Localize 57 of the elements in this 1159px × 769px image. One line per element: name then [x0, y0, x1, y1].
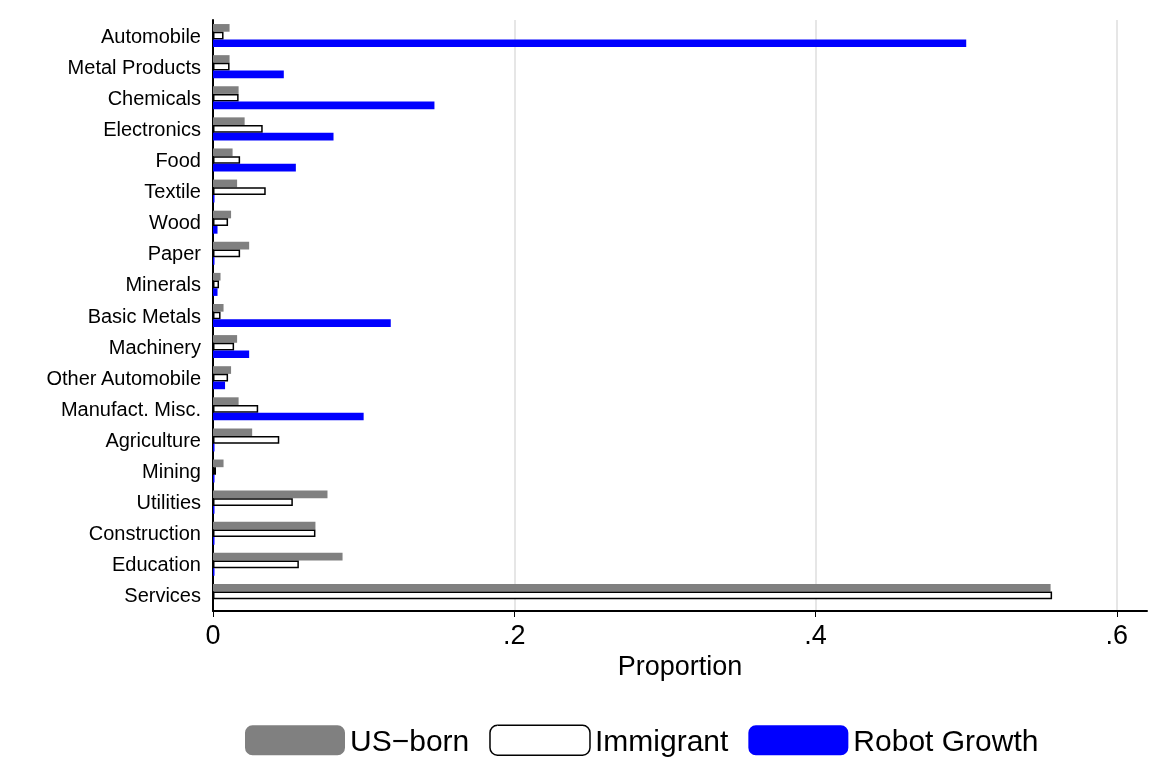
- y-tick-label: Manufact. Misc.: [60, 397, 201, 420]
- bar: [213, 397, 239, 405]
- bar: [213, 132, 334, 141]
- y-tick-label: Chemicals: [107, 86, 201, 109]
- bar: [213, 583, 1051, 592]
- legend-label: Immigrant: [594, 723, 730, 757]
- y-tick-label: Utilities: [136, 491, 201, 514]
- bar: [213, 272, 221, 281]
- bar: [213, 381, 226, 390]
- y-tick-label: Metal Products: [67, 55, 201, 78]
- legend-label: US−born: [350, 723, 470, 757]
- bar: [213, 521, 316, 530]
- bar: [213, 366, 232, 374]
- bar: [213, 210, 232, 219]
- y-tick-label: Textile: [144, 180, 201, 203]
- y-tick-label: Mining: [142, 460, 201, 483]
- x-axis-title: Proportion: [617, 651, 743, 682]
- y-tick-label: Electronics: [103, 117, 201, 140]
- y-tick-label: Education: [112, 553, 201, 576]
- y-tick-label: Construction: [88, 522, 201, 545]
- bar: [213, 288, 218, 296]
- x-tick-label: 0: [205, 619, 221, 650]
- y-tick-label: Paper: [147, 242, 202, 265]
- bar: [213, 459, 224, 468]
- y-tick-label: Automobile: [100, 24, 201, 47]
- x-tick-label: .2: [503, 619, 526, 650]
- y-tick-label: Other Automobile: [46, 366, 201, 389]
- x-tick-label: .6: [1105, 619, 1129, 650]
- bar: [213, 163, 296, 172]
- y-tick-label: Machinery: [108, 335, 201, 358]
- bar: [213, 335, 238, 343]
- bar: [213, 226, 218, 234]
- bar: [213, 241, 250, 250]
- x-tick-label: .4: [804, 619, 827, 650]
- bar: [213, 39, 967, 48]
- bar: [213, 490, 328, 499]
- bar: [213, 179, 238, 188]
- bar: [213, 70, 284, 79]
- bar: [213, 319, 391, 328]
- y-tick-label: Wood: [149, 211, 201, 234]
- bar: [213, 552, 343, 561]
- bar: [213, 101, 435, 110]
- bar: [213, 55, 230, 63]
- bar: [213, 86, 239, 94]
- bar: [213, 428, 253, 437]
- bar: [213, 117, 245, 126]
- y-tick-label: Basic Metals: [87, 304, 201, 327]
- y-tick-label: Minerals: [125, 273, 201, 296]
- legend-label: Robot Growth: [853, 723, 1039, 757]
- bar: [213, 24, 230, 32]
- bar: [213, 350, 250, 359]
- bar: [213, 148, 233, 157]
- y-tick-label: Food: [155, 148, 201, 171]
- y-tick-label: Services: [124, 584, 201, 607]
- bar: [213, 412, 364, 421]
- y-tick-label: Agriculture: [105, 428, 201, 451]
- bar: [213, 303, 224, 312]
